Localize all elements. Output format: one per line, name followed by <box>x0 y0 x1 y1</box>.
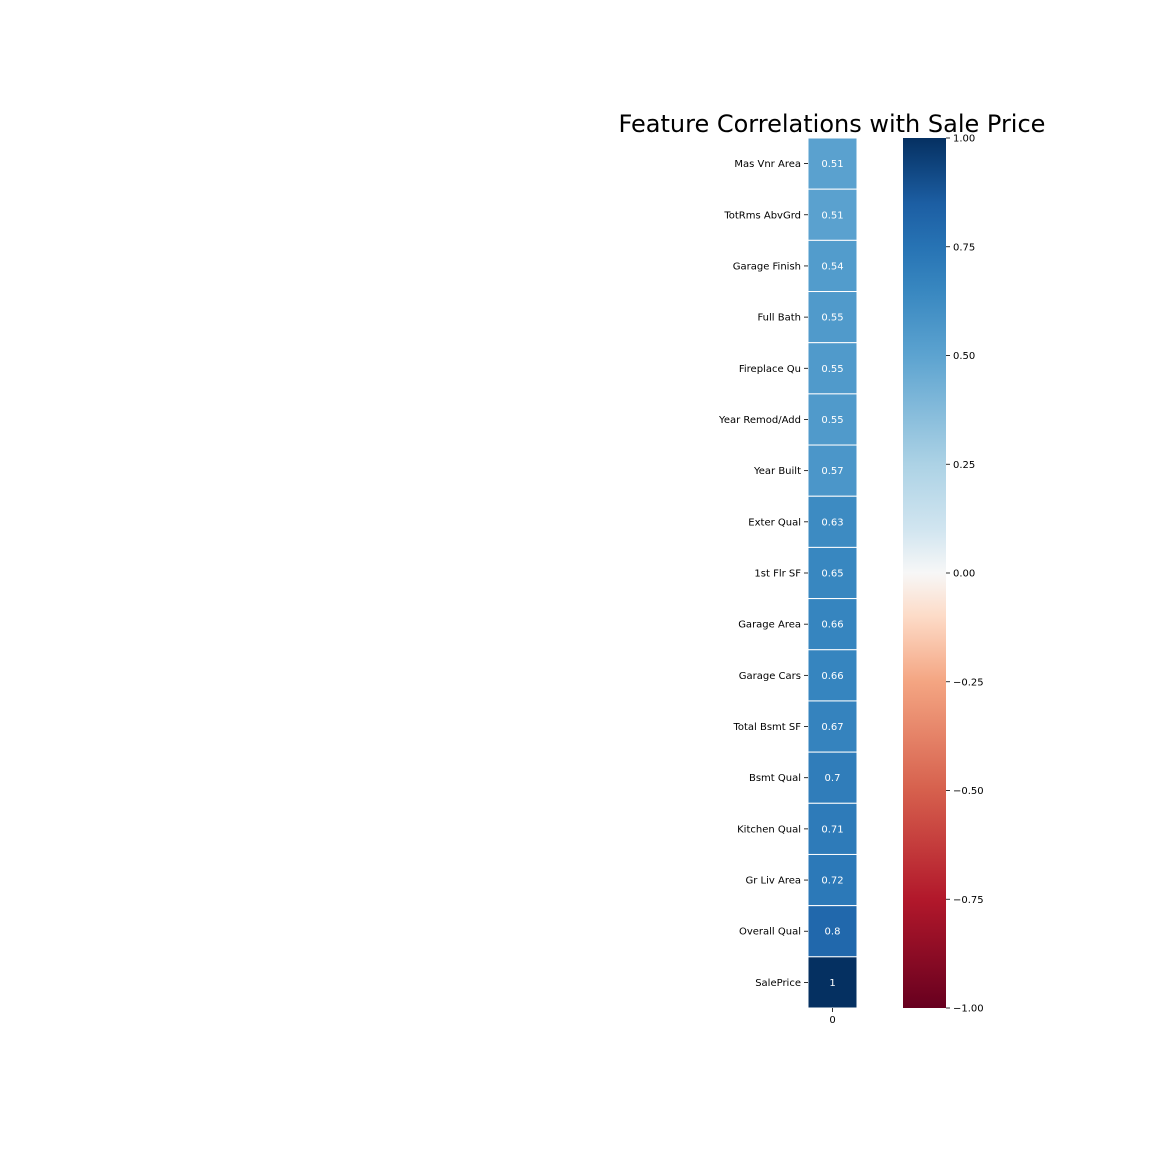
row-label: Bsmt Qual <box>749 773 801 784</box>
row-label: Kitchen Qual <box>737 824 801 835</box>
colorbar-tick-label: 0.75 <box>953 242 975 253</box>
row-label: Year Built <box>753 466 801 477</box>
row-label: Garage Finish <box>733 261 801 272</box>
heatmap-cell <box>807 649 858 702</box>
heatmap-cells: 0.51 0.51 0.54 0.55 0.55 0.55 0.57 0.63 0.65 0.66… <box>807 137 858 1009</box>
row-label: 1st Flr SF <box>754 569 801 580</box>
cell-annotation: 0.51 <box>821 210 843 221</box>
cell-annotation: 0.65 <box>821 569 843 580</box>
cell-annotation: 0.63 <box>821 517 843 528</box>
cell-annotation: 0.51 <box>821 159 843 170</box>
chart-title: Feature Correlations with Sale Price <box>619 110 1046 138</box>
colorbar-tick-label: 0.25 <box>953 460 975 471</box>
colorbar-tick-label: 0.00 <box>953 569 975 580</box>
colorbar-gradient <box>903 138 946 1008</box>
row-labels: Mas Vnr Area TotRms AbvGrd Garage Finish Fu… <box>718 159 808 989</box>
cell-annotation: 0.55 <box>821 313 843 324</box>
heatmap-cell <box>807 239 858 293</box>
column-label: 0 <box>829 1015 835 1026</box>
row-label: Garage Cars <box>739 671 801 682</box>
row-label: Full Bath <box>757 313 801 324</box>
colorbar-tick-label: −0.25 <box>953 677 984 688</box>
heatmap-cell <box>807 291 858 344</box>
row-label: TotRms AbvGrd <box>723 210 801 221</box>
colorbar: 1.00 0.75 0.50 0.25 0.00 −0.25 −0.50 −0.75 −1.00 <box>903 134 984 1015</box>
colorbar-tick-label: −1.00 <box>953 1004 984 1015</box>
row-label: Fireplace Qu <box>739 364 801 375</box>
cell-annotation: 0.8 <box>825 927 841 938</box>
colorbar-tick-label: −0.75 <box>953 895 984 906</box>
column-labels: 0 <box>829 1008 836 1026</box>
cell-annotation: 0.66 <box>821 671 843 682</box>
row-label: Total Bsmt SF <box>732 722 801 733</box>
cell-annotation: 0.7 <box>825 773 841 784</box>
heatmap-cell <box>807 802 858 855</box>
row-label: Year Remod/Add <box>718 415 801 426</box>
cell-annotation: 0.55 <box>821 415 843 426</box>
cell-annotation: 0.55 <box>821 364 843 375</box>
heatmap-cell <box>807 598 858 651</box>
colorbar-tick-label: −0.50 <box>953 786 984 797</box>
cell-annotation: 0.72 <box>821 876 843 887</box>
cell-annotation: 0.66 <box>821 620 843 631</box>
heatmap-cell <box>807 188 858 241</box>
row-label: Garage Area <box>738 620 801 631</box>
cell-annotation: 0.71 <box>821 824 843 835</box>
row-label: SalePrice <box>755 978 801 989</box>
cell-annotation: 0.67 <box>821 722 843 733</box>
cell-annotation: 1 <box>829 978 835 989</box>
colorbar-tick-label: 1.00 <box>953 134 975 145</box>
row-label: Exter Qual <box>748 517 801 528</box>
cell-annotation: 0.57 <box>821 466 843 477</box>
heatmap-cell <box>807 137 858 190</box>
row-label: Gr Liv Area <box>746 876 802 887</box>
heatmap-cell <box>807 700 858 753</box>
row-label: Mas Vnr Area <box>734 159 801 170</box>
row-label: Overall Qual <box>739 927 801 938</box>
cell-annotation: 0.54 <box>821 261 843 272</box>
colorbar-tick-label: 0.50 <box>953 351 975 362</box>
